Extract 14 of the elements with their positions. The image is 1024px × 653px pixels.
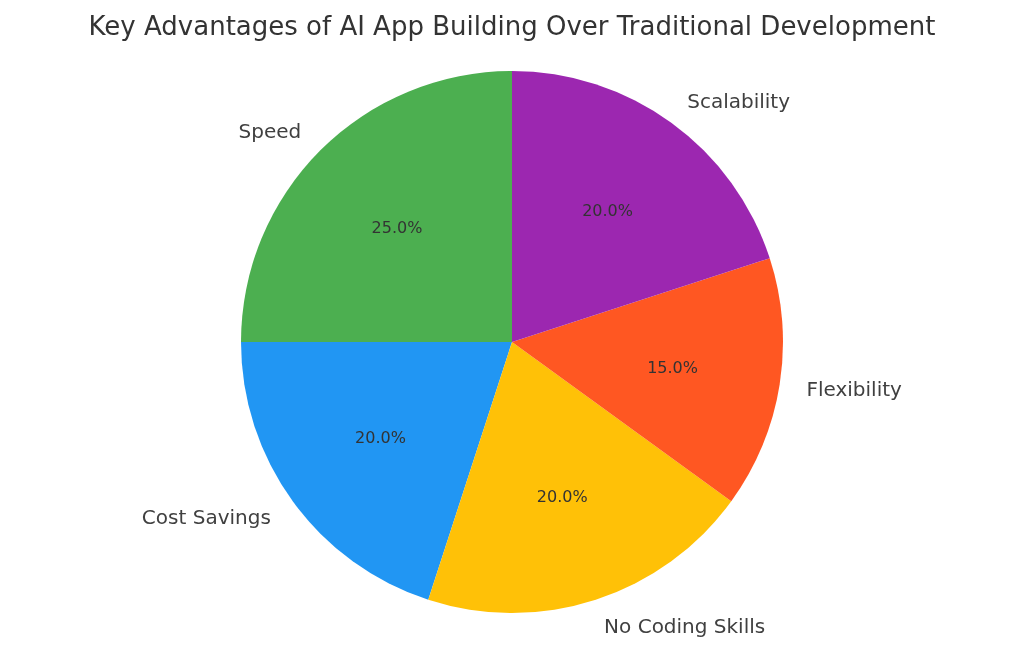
data-label: 20.0% <box>536 487 588 507</box>
chart-title: Key Advantages of AI App Building Over Traditional Development <box>88 11 936 41</box>
slice-label: No Coding Skills <box>604 613 766 638</box>
pie-slice <box>428 342 732 613</box>
pie-slice <box>512 258 783 502</box>
slice-label: Flexibility <box>806 376 903 401</box>
data-label: 25.0% <box>371 217 423 237</box>
slice-label: Cost Savings <box>141 505 271 530</box>
data-label: 20.0% <box>582 200 633 220</box>
pie-slice <box>241 71 512 342</box>
data-label: 15.0% <box>647 357 699 377</box>
data-label: 20.0% <box>355 428 406 448</box>
slice-label: Scalability <box>687 88 791 113</box>
slice-label: Speed <box>238 119 302 144</box>
